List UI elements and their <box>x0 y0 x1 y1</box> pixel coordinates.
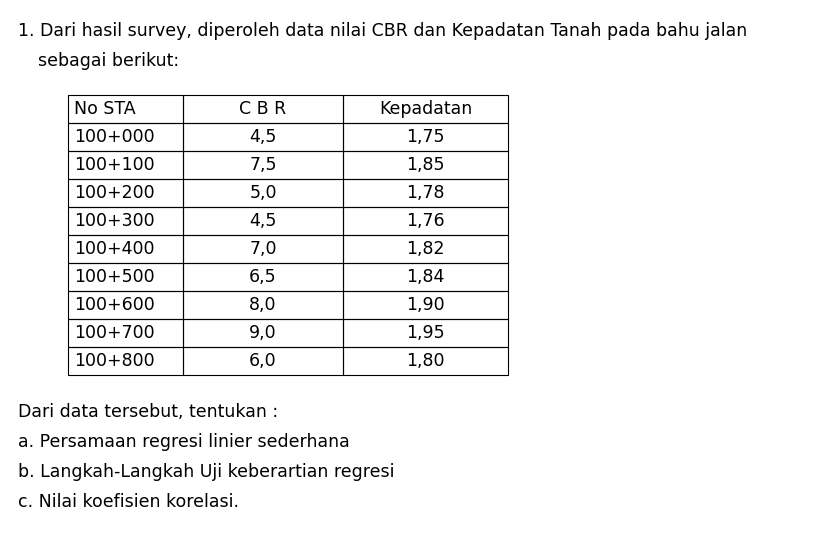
Bar <box>183 263 343 291</box>
Bar <box>68 319 183 347</box>
Bar <box>343 179 508 207</box>
Text: 100+100: 100+100 <box>74 156 154 174</box>
Text: 1,80: 1,80 <box>406 352 445 370</box>
Text: 1,95: 1,95 <box>406 324 445 342</box>
Text: 100+700: 100+700 <box>74 324 154 342</box>
Bar <box>343 291 508 319</box>
Text: a. Persamaan regresi linier sederhana: a. Persamaan regresi linier sederhana <box>18 433 350 451</box>
Bar <box>183 319 343 347</box>
Bar <box>183 151 343 179</box>
Text: 100+200: 100+200 <box>74 184 154 202</box>
Bar <box>68 123 183 151</box>
Bar <box>68 151 183 179</box>
Bar <box>68 235 183 263</box>
Bar <box>343 235 508 263</box>
Bar <box>343 319 508 347</box>
Bar <box>343 263 508 291</box>
Text: C B R: C B R <box>239 100 287 118</box>
Text: 9,0: 9,0 <box>250 324 276 342</box>
Text: 1,76: 1,76 <box>406 212 445 230</box>
Text: Dari data tersebut, tentukan :: Dari data tersebut, tentukan : <box>18 403 278 421</box>
Text: 4,5: 4,5 <box>250 212 276 230</box>
Text: No STA: No STA <box>74 100 136 118</box>
Text: 100+400: 100+400 <box>74 240 154 258</box>
Bar <box>343 347 508 375</box>
Text: 8,0: 8,0 <box>250 296 276 314</box>
Text: 7,5: 7,5 <box>250 156 276 174</box>
Text: 100+800: 100+800 <box>74 352 154 370</box>
Text: 1,75: 1,75 <box>406 128 445 146</box>
Bar <box>183 179 343 207</box>
Bar <box>343 123 508 151</box>
Text: 7,0: 7,0 <box>250 240 276 258</box>
Text: c. Nilai koefisien korelasi.: c. Nilai koefisien korelasi. <box>18 493 239 511</box>
Text: b. Langkah-Langkah Uji keberartian regresi: b. Langkah-Langkah Uji keberartian regre… <box>18 463 394 481</box>
Text: sebagai berikut:: sebagai berikut: <box>38 52 179 70</box>
Text: 100+300: 100+300 <box>74 212 154 230</box>
Bar <box>343 207 508 235</box>
Bar <box>68 291 183 319</box>
Text: 1,82: 1,82 <box>406 240 445 258</box>
Text: 4,5: 4,5 <box>250 128 276 146</box>
Bar <box>68 263 183 291</box>
Text: 5,0: 5,0 <box>250 184 276 202</box>
Bar <box>183 291 343 319</box>
Text: 1,78: 1,78 <box>406 184 445 202</box>
Text: Kepadatan: Kepadatan <box>379 100 472 118</box>
Bar <box>183 95 343 123</box>
Text: 100+500: 100+500 <box>74 268 154 286</box>
Text: 1. Dari hasil survey, diperoleh data nilai CBR dan Kepadatan Tanah pada bahu jal: 1. Dari hasil survey, diperoleh data nil… <box>18 22 747 40</box>
Bar <box>183 235 343 263</box>
Bar <box>183 347 343 375</box>
Text: 6,0: 6,0 <box>250 352 276 370</box>
Bar <box>343 151 508 179</box>
Bar <box>68 179 183 207</box>
Bar <box>68 95 183 123</box>
Text: 1,84: 1,84 <box>406 268 445 286</box>
Bar <box>183 207 343 235</box>
Text: 100+000: 100+000 <box>74 128 154 146</box>
Text: 100+600: 100+600 <box>74 296 154 314</box>
Bar <box>183 123 343 151</box>
Text: 1,85: 1,85 <box>406 156 445 174</box>
Bar <box>68 347 183 375</box>
Text: 6,5: 6,5 <box>250 268 276 286</box>
Text: 1,90: 1,90 <box>406 296 445 314</box>
Bar <box>68 207 183 235</box>
Bar <box>343 95 508 123</box>
